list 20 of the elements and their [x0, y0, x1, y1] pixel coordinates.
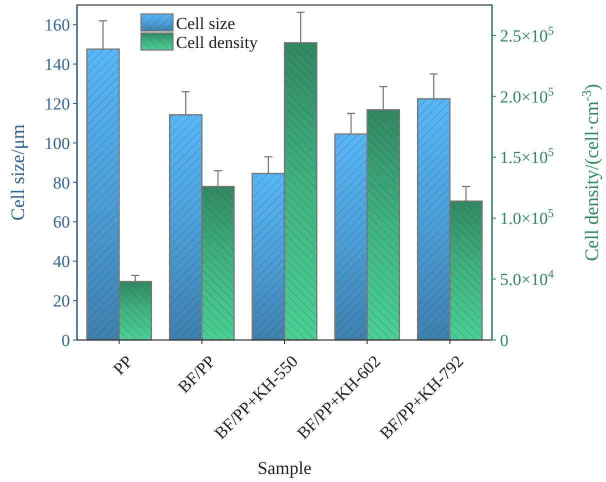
y-tick-label: 60	[53, 212, 70, 232]
y-axis-title: Cell size/μm	[8, 124, 29, 221]
y-tick-label: 0	[62, 330, 70, 350]
y2-tick-label: 1.0×10$^{5}$	[500, 206, 554, 228]
x-axis-title: Sample	[258, 458, 312, 478]
y-tick-label: 120	[44, 94, 70, 114]
legend-label: Cell density	[176, 32, 258, 52]
y-tick-label: 20	[53, 292, 70, 311]
legend-label: Cell size	[176, 14, 236, 33]
y2-tick-label: 0	[500, 330, 508, 350]
y-tick-label: 160	[44, 16, 70, 35]
y-tick-label: 140	[44, 55, 70, 74]
y-tick-label: 100	[44, 134, 70, 153]
y2-tick-label: 2.5×10$^{5}$	[500, 23, 554, 46]
x-tick-label: PP	[110, 352, 136, 379]
y-tick-label: 80	[53, 173, 70, 192]
y2-tick-label: 2.0×10$^{5}$	[500, 84, 554, 106]
y-tick-label: 40	[53, 252, 70, 272]
y2-tick-label: 1.5×10$^{5}$	[500, 145, 554, 168]
y2-tick-label: 5.0×10$^{4}$	[500, 267, 554, 290]
